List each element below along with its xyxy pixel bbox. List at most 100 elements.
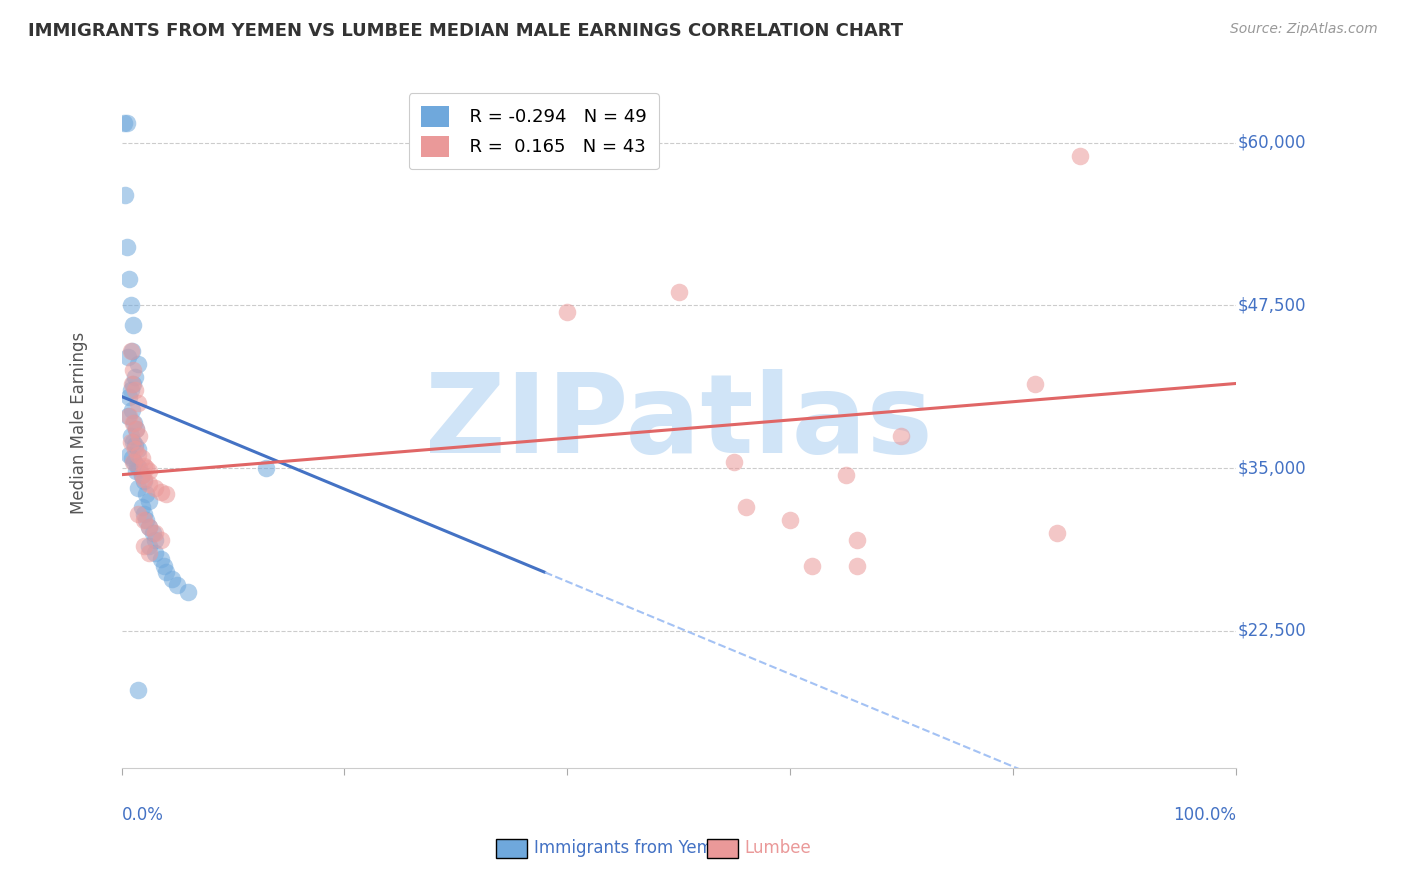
- Point: [121, 455, 143, 469]
- Text: ZIPatlas: ZIPatlas: [425, 369, 932, 476]
- Point: [120, 298, 142, 312]
- Point: [131, 500, 153, 515]
- Point: [723, 455, 745, 469]
- Point: [121, 318, 143, 332]
- Point: [132, 458, 155, 473]
- Point: [166, 578, 188, 592]
- Text: $47,500: $47,500: [1237, 296, 1306, 314]
- Point: [132, 474, 155, 488]
- Text: Source: ZipAtlas.com: Source: ZipAtlas.com: [1230, 22, 1378, 37]
- Point: [127, 682, 149, 697]
- Point: [1069, 148, 1091, 162]
- Point: [115, 240, 138, 254]
- Point: [138, 539, 160, 553]
- Point: [127, 442, 149, 456]
- Point: [118, 448, 141, 462]
- Text: $60,000: $60,000: [1237, 134, 1306, 152]
- Point: [124, 383, 146, 397]
- Point: [121, 402, 143, 417]
- Point: [121, 416, 143, 430]
- Point: [120, 343, 142, 358]
- Point: [121, 376, 143, 391]
- Point: [142, 526, 165, 541]
- Point: [121, 376, 143, 391]
- Point: [138, 520, 160, 534]
- Text: $22,500: $22,500: [1237, 622, 1306, 640]
- Point: [120, 428, 142, 442]
- Point: [135, 513, 157, 527]
- Point: [127, 396, 149, 410]
- Point: [801, 558, 824, 573]
- Point: [118, 409, 141, 423]
- Point: [131, 450, 153, 465]
- Point: [143, 546, 166, 560]
- Point: [256, 461, 278, 475]
- Point: [127, 481, 149, 495]
- Point: [115, 116, 138, 130]
- Point: [121, 363, 143, 377]
- Point: [138, 464, 160, 478]
- Point: [114, 187, 136, 202]
- Point: [143, 481, 166, 495]
- Point: [121, 435, 143, 450]
- Point: [124, 438, 146, 452]
- Legend:   R = -0.294   N = 49,   R =  0.165   N = 43: R = -0.294 N = 49, R = 0.165 N = 43: [409, 94, 659, 169]
- Point: [734, 500, 756, 515]
- Text: Immigrants from Yemen: Immigrants from Yemen: [534, 839, 734, 857]
- Point: [668, 285, 690, 300]
- Text: 0.0%: 0.0%: [122, 805, 163, 823]
- Text: Lumbee: Lumbee: [745, 839, 811, 857]
- Text: 100.0%: 100.0%: [1173, 805, 1236, 823]
- Point: [132, 472, 155, 486]
- Point: [555, 305, 578, 319]
- Point: [132, 539, 155, 553]
- Point: [155, 566, 177, 580]
- Point: [125, 422, 148, 436]
- Text: $35,000: $35,000: [1237, 459, 1306, 477]
- Point: [153, 558, 176, 573]
- Point: [128, 428, 150, 442]
- Point: [138, 476, 160, 491]
- Point: [135, 461, 157, 475]
- Point: [138, 546, 160, 560]
- Point: [131, 467, 153, 482]
- Point: [177, 585, 200, 599]
- Point: [132, 507, 155, 521]
- Point: [160, 572, 183, 586]
- Point: [779, 513, 801, 527]
- Point: [121, 450, 143, 465]
- Point: [143, 533, 166, 547]
- Point: [149, 533, 172, 547]
- Point: [845, 558, 868, 573]
- Point: [117, 351, 139, 365]
- Point: [132, 513, 155, 527]
- Point: [138, 520, 160, 534]
- Point: [1046, 526, 1069, 541]
- Point: [121, 343, 143, 358]
- Point: [122, 416, 145, 430]
- Point: [118, 272, 141, 286]
- Point: [125, 422, 148, 436]
- Point: [120, 383, 142, 397]
- Point: [128, 461, 150, 475]
- Point: [127, 458, 149, 473]
- Point: [127, 357, 149, 371]
- Point: [155, 487, 177, 501]
- Text: Median Male Earnings: Median Male Earnings: [70, 332, 89, 514]
- Point: [138, 493, 160, 508]
- Point: [112, 116, 135, 130]
- Point: [835, 467, 858, 482]
- Point: [122, 455, 145, 469]
- Point: [143, 526, 166, 541]
- Point: [845, 533, 868, 547]
- Point: [135, 487, 157, 501]
- Point: [120, 435, 142, 450]
- Point: [124, 370, 146, 384]
- Point: [890, 428, 912, 442]
- Point: [131, 467, 153, 482]
- Point: [127, 507, 149, 521]
- Point: [1024, 376, 1046, 391]
- Point: [124, 442, 146, 456]
- Point: [125, 464, 148, 478]
- Point: [149, 484, 172, 499]
